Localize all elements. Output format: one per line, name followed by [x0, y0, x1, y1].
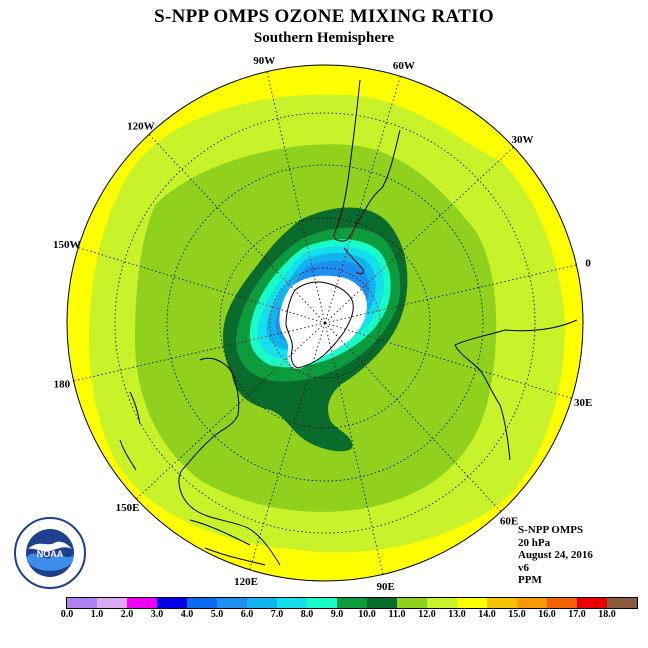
info-version: v6 [518, 561, 529, 574]
colorbar-tick-label: 9.0 [330, 609, 344, 620]
longitude-label: 150E [116, 502, 140, 514]
longitude-label: 180 [54, 379, 71, 391]
longitude-label: 60W [393, 60, 415, 72]
longitude-label: 90W [253, 55, 275, 67]
longitude-label: 150W [53, 239, 81, 251]
info-block: S-NPP OMPS 20 hPa August 24, 2016 v6 PPM [518, 524, 593, 587]
colorbar-swatch [337, 598, 367, 608]
meridian-line [324, 322, 384, 575]
colorbar-swatch [67, 598, 97, 608]
colorbar-swatch [97, 598, 127, 608]
meridian-line [249, 322, 326, 570]
longitude-label: 90E [377, 581, 395, 593]
colorbar-swatch [277, 598, 307, 608]
meridian-line [324, 322, 572, 399]
meridian-line [324, 264, 577, 324]
colorbar-swatch [127, 598, 157, 608]
colorbar-tick-label: 16.0 [538, 609, 556, 620]
colorbar-swatch [217, 598, 247, 608]
info-level: 20 hPa [518, 536, 551, 549]
colorbar-tick-label: 15.0 [508, 609, 526, 620]
colorbar-swatch [247, 598, 277, 608]
colorbar-swatch [187, 598, 217, 608]
longitude-label: 30W [512, 134, 534, 146]
colorbar-tick-label: 0.0 [60, 609, 74, 620]
colorbar-tick-label: 14.0 [478, 609, 496, 620]
colorbar-tick-label: 7.0 [270, 609, 284, 620]
colorbar-tick-label: 13.0 [448, 609, 466, 620]
meridian-line [78, 247, 326, 324]
graticule [73, 71, 577, 575]
colorbar-tick-label: 12.0 [418, 609, 436, 620]
colorbar-swatch [397, 598, 427, 608]
coast-indonesia [189, 519, 266, 566]
colorbar-tick-label: 4.0 [180, 609, 194, 620]
longitude-label: 120W [127, 121, 155, 133]
meridian-line [148, 134, 326, 324]
colorbar-swatch [577, 598, 607, 608]
meridian-line [136, 322, 326, 500]
colorbar-swatch [157, 598, 187, 608]
meridian-line [324, 146, 514, 324]
longitude-label: 60E [500, 516, 518, 528]
coast-africa [454, 319, 578, 461]
colorbar-tick-label: 10.0 [358, 609, 376, 620]
colorbar-tick-label: 2.0 [120, 609, 134, 620]
colorbar-swatch [517, 598, 547, 608]
longitude-label: 30E [574, 397, 592, 409]
colorbar-swatch [487, 598, 517, 608]
info-date: August 24, 2016 [518, 549, 593, 561]
noaa-logo: NOAA [14, 517, 86, 589]
info-units: PPM [518, 574, 542, 586]
colorbar-tick-label: 6.0 [240, 609, 254, 620]
logo-text: NOAA [37, 549, 64, 559]
colorbar-swatch [547, 598, 577, 608]
colorbar-swatch [367, 598, 397, 608]
colorbar-tick-label: 8.0 [300, 609, 314, 620]
coastlines [119, 79, 578, 566]
colorbar-tick-label: 18.0 [598, 609, 616, 620]
coast-australia [178, 357, 281, 566]
coast-antarctic-peninsula [343, 247, 365, 275]
info-instrument: S-NPP OMPS [518, 524, 584, 536]
meridian-line [73, 322, 326, 382]
colorbar-tick-label: 17.0 [568, 609, 586, 620]
colorbar-tick-label: 3.0 [150, 609, 164, 620]
colorbar-tick-label: 11.0 [388, 609, 406, 620]
map-title: S-NPP OMPS OZONE MIXING RATIO [154, 6, 494, 27]
pole-marker [323, 321, 327, 325]
colorbar-swatch [607, 598, 637, 608]
longitude-label: 0 [585, 257, 591, 269]
colorbar-tick-label: 1.0 [90, 609, 104, 620]
meridian-line [324, 322, 502, 512]
coast-south-america [333, 79, 401, 242]
map-subtitle: Southern Hemisphere [253, 30, 395, 46]
meridian-line [324, 76, 401, 324]
map-boundary [66, 64, 584, 582]
colorbar-swatch [427, 598, 457, 608]
colorbar-swatch [457, 598, 487, 608]
meridian-line [266, 71, 326, 324]
longitude-label: 120E [234, 576, 258, 588]
coast-antarctica [285, 281, 354, 369]
longitude-labels: 90W 60W 120W 30W 150W 0 180 30E 150E 60E 120E 90E [53, 55, 592, 593]
colorbar [66, 597, 638, 609]
colorbar-swatch [307, 598, 337, 608]
colorbar-ticks: 0.0 1.0 2.0 3.0 4.0 5.0 6.0 7.0 8.0 9.0 10.0 11.0 12… [0, 609, 648, 623]
colorbar-tick-label: 5.0 [210, 609, 224, 620]
